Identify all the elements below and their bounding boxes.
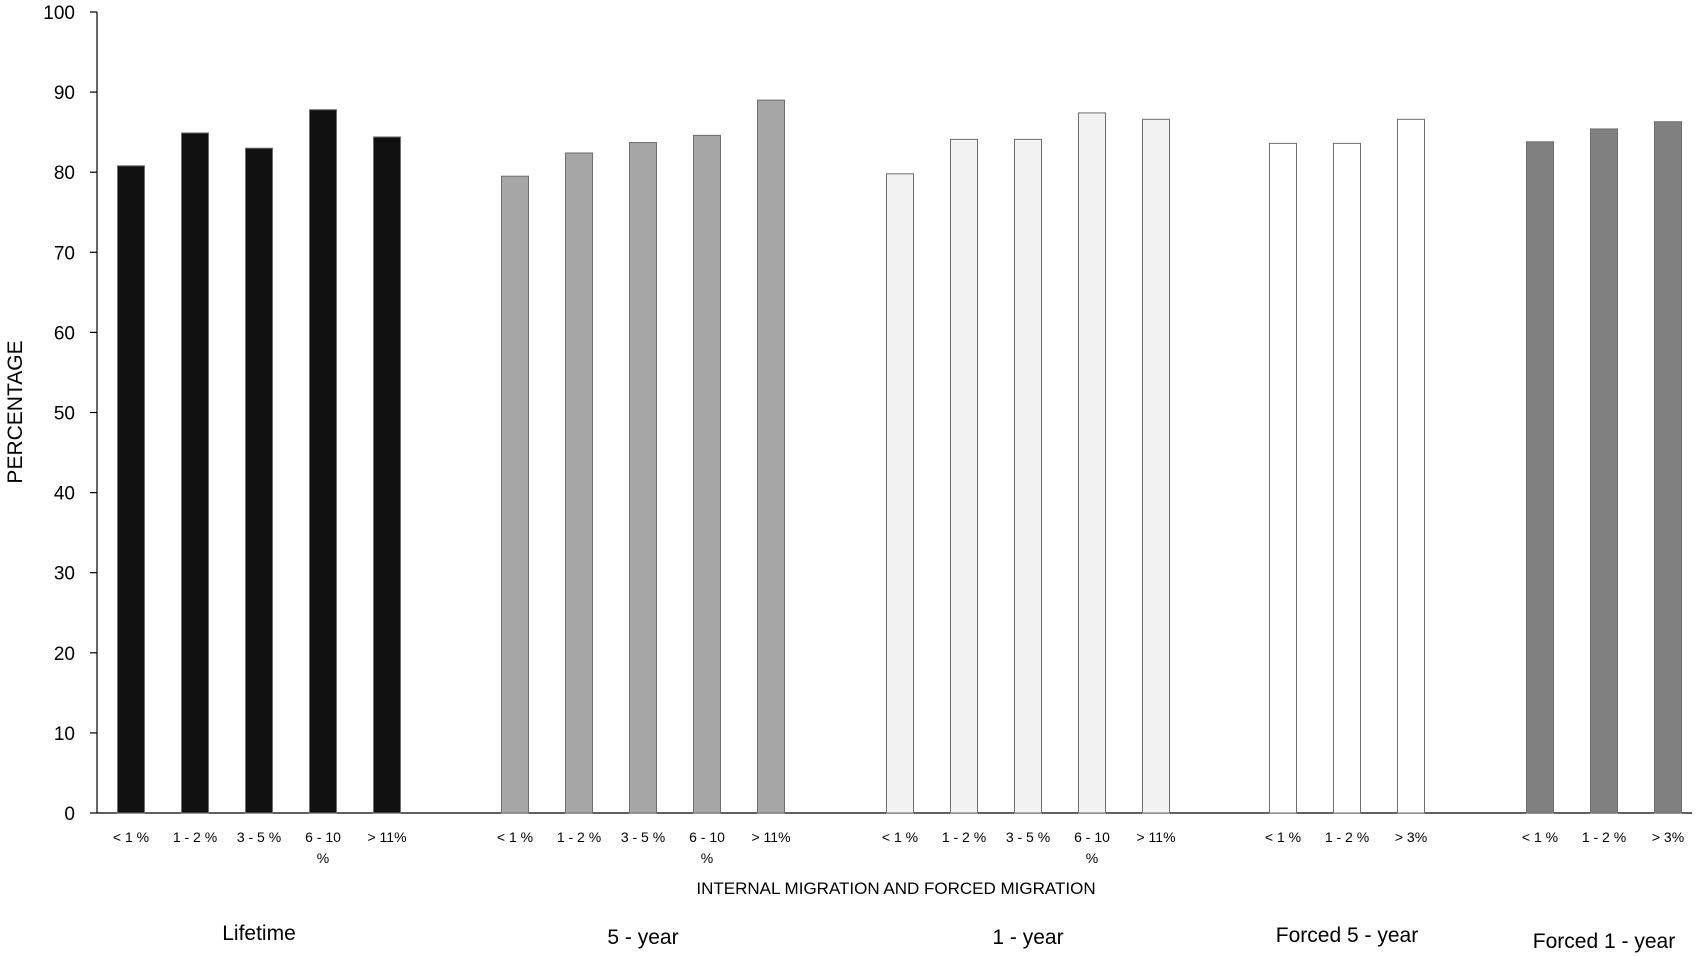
- y-tick-label: 100: [43, 3, 75, 24]
- bar: [1333, 142, 1361, 814]
- group-label: Forced 5 - year: [1276, 924, 1418, 947]
- category-label: 3 - 5 %: [621, 829, 665, 845]
- bar: [693, 134, 721, 814]
- category-label: > 11%: [367, 829, 406, 845]
- category-label: 6 - 10%: [305, 829, 341, 866]
- bar: [950, 138, 978, 814]
- bar: [1590, 128, 1618, 814]
- bar: [1014, 138, 1042, 814]
- category-label: 1 - 2 %: [557, 829, 601, 845]
- bar: [886, 173, 914, 814]
- category-label: > 3%: [1652, 829, 1684, 845]
- x-axis-title: INTERNAL MIGRATION AND FORCED MIGRATION: [696, 879, 1095, 898]
- category-label: < 1 %: [113, 829, 149, 845]
- y-tick-label: 90: [54, 83, 75, 104]
- y-tick-label: 80: [54, 163, 75, 184]
- y-tick-label: 0: [64, 804, 75, 825]
- bar: [373, 136, 401, 814]
- y-tick-label: 50: [54, 404, 75, 425]
- bar: [309, 109, 337, 814]
- bar: [501, 175, 529, 814]
- category-labels: < 1 % 1 - 2 % 3 - 5 % 6 - 10 % > 11% < 1 % 1 - …: [113, 829, 1684, 866]
- y-axis-title: PERCENTAGE: [4, 340, 27, 483]
- category-label: 3 - 5 %: [237, 829, 281, 845]
- category-label: 3 - 5 %: [1006, 829, 1050, 845]
- y-tick-label: 40: [54, 484, 75, 505]
- bar: [629, 142, 657, 814]
- category-label: 1 - 2 %: [173, 829, 217, 845]
- group-labels: Lifetime 5 - year 1 - year Forced 5 - year F…: [222, 922, 1675, 953]
- y-axis: 0 10 20 30 40 50 60 70 80 90 100: [43, 3, 98, 825]
- bar: [1269, 142, 1297, 814]
- category-label: < 1 %: [497, 829, 533, 845]
- category-label: < 1 %: [1265, 829, 1301, 845]
- category-label: < 1 %: [882, 829, 918, 845]
- y-tick-label: 20: [54, 644, 75, 665]
- category-label: 6 - 10%: [689, 829, 725, 866]
- bar: [757, 99, 785, 814]
- bar: [245, 147, 273, 814]
- bar: [1526, 141, 1554, 814]
- bar: [1654, 121, 1682, 814]
- y-tick-label: 30: [54, 564, 75, 585]
- bars: [117, 99, 1682, 814]
- category-label: > 11%: [751, 829, 790, 845]
- group-label: Forced 1 - year: [1533, 930, 1675, 953]
- group-label: 5 - year: [607, 926, 678, 949]
- bar: [565, 152, 593, 814]
- category-label: > 3%: [1395, 829, 1427, 845]
- y-tick-label: 70: [54, 243, 75, 264]
- category-label: 1 - 2 %: [942, 829, 986, 845]
- group-label: 1 - year: [992, 926, 1063, 949]
- category-label: 6 - 10%: [1074, 829, 1110, 866]
- category-label: < 1 %: [1522, 829, 1558, 845]
- y-tick-label: 10: [54, 724, 75, 745]
- bar: [1078, 112, 1106, 814]
- bar: [1397, 118, 1425, 814]
- group-label: Lifetime: [222, 922, 296, 945]
- bar: [1142, 118, 1170, 814]
- bar: [117, 165, 145, 814]
- y-tick-label: 60: [54, 323, 75, 344]
- category-label: 1 - 2 %: [1582, 829, 1626, 845]
- category-label: > 11%: [1136, 829, 1175, 845]
- category-label: 1 - 2 %: [1325, 829, 1369, 845]
- bar: [181, 132, 209, 814]
